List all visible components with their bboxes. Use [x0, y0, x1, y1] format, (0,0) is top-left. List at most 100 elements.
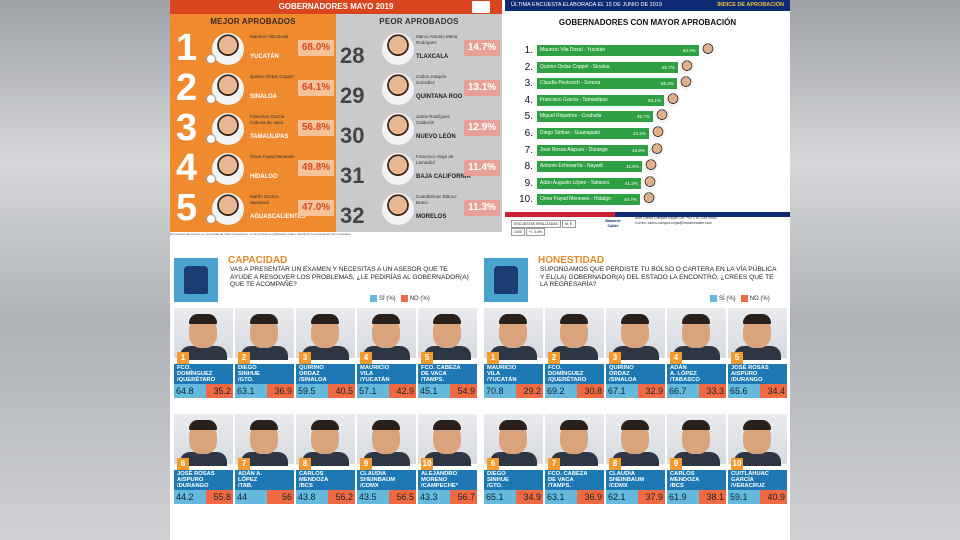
- approval-bar: Francisco García - Tamaulipas: [537, 94, 664, 106]
- governor-photo: [484, 308, 543, 360]
- state-line: /CAMPECHE*: [421, 483, 459, 490]
- rank-number: 30: [340, 123, 365, 148]
- name-line-1: ALEJANDRO: [421, 471, 458, 477]
- state-line: /DURANGO: [731, 377, 763, 384]
- party-logo-icon: [206, 134, 216, 144]
- hair: [250, 420, 278, 430]
- si-value: 69.2: [545, 384, 577, 398]
- row-number: 1.: [524, 45, 533, 56]
- governor-card: 8 CARLOS MENDOZA/BCS 43.8 56.2: [296, 414, 355, 504]
- approval-percent: 47.0%: [298, 200, 334, 216]
- row-number: 7.: [524, 144, 533, 156]
- bar-label: José Rosas Aispuro - Durango: [540, 146, 608, 153]
- state-line: /QUERÉTARO: [177, 377, 216, 384]
- approval-bar: Quirino Ordaz Coppel - Sinaloa: [537, 61, 678, 73]
- suit: [673, 346, 720, 360]
- governor-label: ALEJANDRO MORENO/CAMPECHE*: [418, 470, 477, 490]
- hair: [250, 314, 278, 324]
- suit: [241, 346, 288, 360]
- si-value: 65.1: [484, 490, 516, 504]
- survey-header: ÚLTIMA ENCUESTA ELABORADA EL 15 DE JUNIO…: [505, 0, 790, 11]
- governor-photo: [418, 414, 477, 466]
- governor-photo: [650, 142, 664, 157]
- bar-label: Antonio Echevarría - Nayarit: [540, 163, 603, 170]
- sample-table: ENCUESTAS REALIZADAS M. E. 1000 +/- 3.4%: [511, 220, 577, 236]
- state-line: /YUCATÁN: [487, 377, 517, 384]
- bar-percent: 55.4%: [661, 81, 674, 87]
- governor-label: FCO. DOMÍNGUEZ/QUERÉTARO: [545, 364, 604, 384]
- bar-percent: 41.6%: [626, 164, 639, 170]
- rank-number: 3: [176, 107, 198, 149]
- bar-percent: 40.7%: [624, 197, 637, 203]
- governor-photo: [212, 33, 244, 65]
- approval-bar: Adán Augusto López - Tabasco: [537, 177, 641, 189]
- governor-photo: [545, 308, 604, 360]
- bar-percent: 45.7%: [637, 114, 650, 120]
- massive-caller-logo: Massive Caller: [605, 218, 621, 228]
- name-line-2: AISPURO: [177, 477, 204, 484]
- governor-card: 4 MAURICIO VILA/YUCATÁN 57.1 42.9: [357, 308, 416, 398]
- governor-photo: [728, 414, 787, 466]
- name-line-2: GARCÍA: [731, 477, 754, 484]
- state-name: AGUASCALIENTES: [250, 214, 306, 220]
- state-name: NUEVO LEÓN: [416, 134, 456, 140]
- approval-bar: Miguel Riquelme - Coahuila: [537, 111, 653, 123]
- state-line: /GTO.: [238, 377, 254, 384]
- governor-name: Francisco García Cabeza de Vaca: [250, 114, 285, 125]
- governor-label: CARLOS MENDOZA/BCS: [667, 470, 726, 490]
- si-value: 66.7: [667, 384, 699, 398]
- hair: [682, 420, 710, 430]
- governor-label: CLAUDIA SHEINBAUM/CDMX: [606, 470, 665, 490]
- suit: [180, 346, 227, 360]
- legend-si: SÍ (%): [379, 296, 396, 303]
- governor-photo: [212, 153, 244, 185]
- governor-photo: [606, 414, 665, 466]
- name-line-2: DE VACA: [548, 477, 574, 484]
- best-row: 2 Quirino Ordaz Coppel SINALOA 64.1%: [170, 68, 336, 108]
- name-line-1: CLAUDIA: [609, 471, 636, 477]
- hair: [311, 314, 339, 324]
- suit: [302, 346, 349, 360]
- si-value: 59.5: [296, 384, 328, 398]
- state-name: HIDALGO: [250, 174, 278, 180]
- state-line: /BCS: [299, 483, 313, 490]
- name-line-2: MENDOZA: [670, 477, 700, 484]
- approval-bar: José Rosas Aispuro - Durango: [537, 144, 648, 156]
- name-line-1: MAURICIO: [360, 365, 390, 371]
- margin-value: +/- 3.4%: [525, 228, 545, 236]
- governor-label: MAURICIO VILA/YUCATÁN: [357, 364, 416, 384]
- no-value: 54.9: [450, 384, 477, 398]
- name-line-1: ADÁN: [670, 365, 687, 371]
- name-line-2: SINHUE: [487, 477, 509, 484]
- best-row: 4 Omar Fayad Meneses HIDALGO 49.8%: [170, 148, 336, 188]
- governor-card: 9 CLAUDIA SHEINBAUM/CDMX 43.5 56.5: [357, 414, 416, 504]
- approval-percent: 11.4%: [464, 160, 500, 176]
- si-value: 44.2: [174, 490, 206, 504]
- governor-name: Omar Fayad Meneses: [250, 154, 295, 159]
- governor-card: 4 ADÁN A. LÓPEZ/TABASCO 66.7 33.3: [667, 308, 726, 398]
- suit: [302, 452, 349, 466]
- governor-photo: [174, 414, 233, 466]
- governor-card: 3 QUIRINO ORDAZ/SINALOA 67.1 32.9: [606, 308, 665, 398]
- suit: [363, 452, 410, 466]
- hair: [372, 314, 400, 324]
- no-value: 56: [267, 490, 294, 504]
- governor-photo: [212, 73, 244, 105]
- governor-photo: [212, 193, 244, 225]
- index-label: ÍNDICE DE APROBACIÓN: [717, 2, 784, 8]
- bar-percent: 64.0%: [683, 48, 696, 53]
- governor-photo: [606, 308, 665, 360]
- governor-card: 10 ALEJANDRO MORENO/CAMPECHE* 43.3 56.7: [418, 414, 477, 504]
- bar-label: Omar Fayad Meneses - Hidalgo: [540, 196, 611, 203]
- state-name: TAMAULIPAS: [250, 134, 289, 140]
- governor-photo: [357, 414, 416, 466]
- name-line-2: VILA: [360, 371, 374, 378]
- approval-bar: Mauricio Vila Dosal - Yucatán: [537, 45, 699, 56]
- si-swatch-icon: [710, 295, 717, 302]
- no-value: 42.9: [389, 384, 416, 398]
- state-line: /TAMPS.: [548, 483, 572, 490]
- rank-badge: 4: [360, 352, 372, 364]
- governor-card: 7 FCO. CABEZA DE VACA/TAMPS. 63.1 36.9: [545, 414, 604, 504]
- state-name: QUINTANA ROO: [416, 94, 463, 100]
- name-line-1: CLAUDIA: [360, 471, 387, 477]
